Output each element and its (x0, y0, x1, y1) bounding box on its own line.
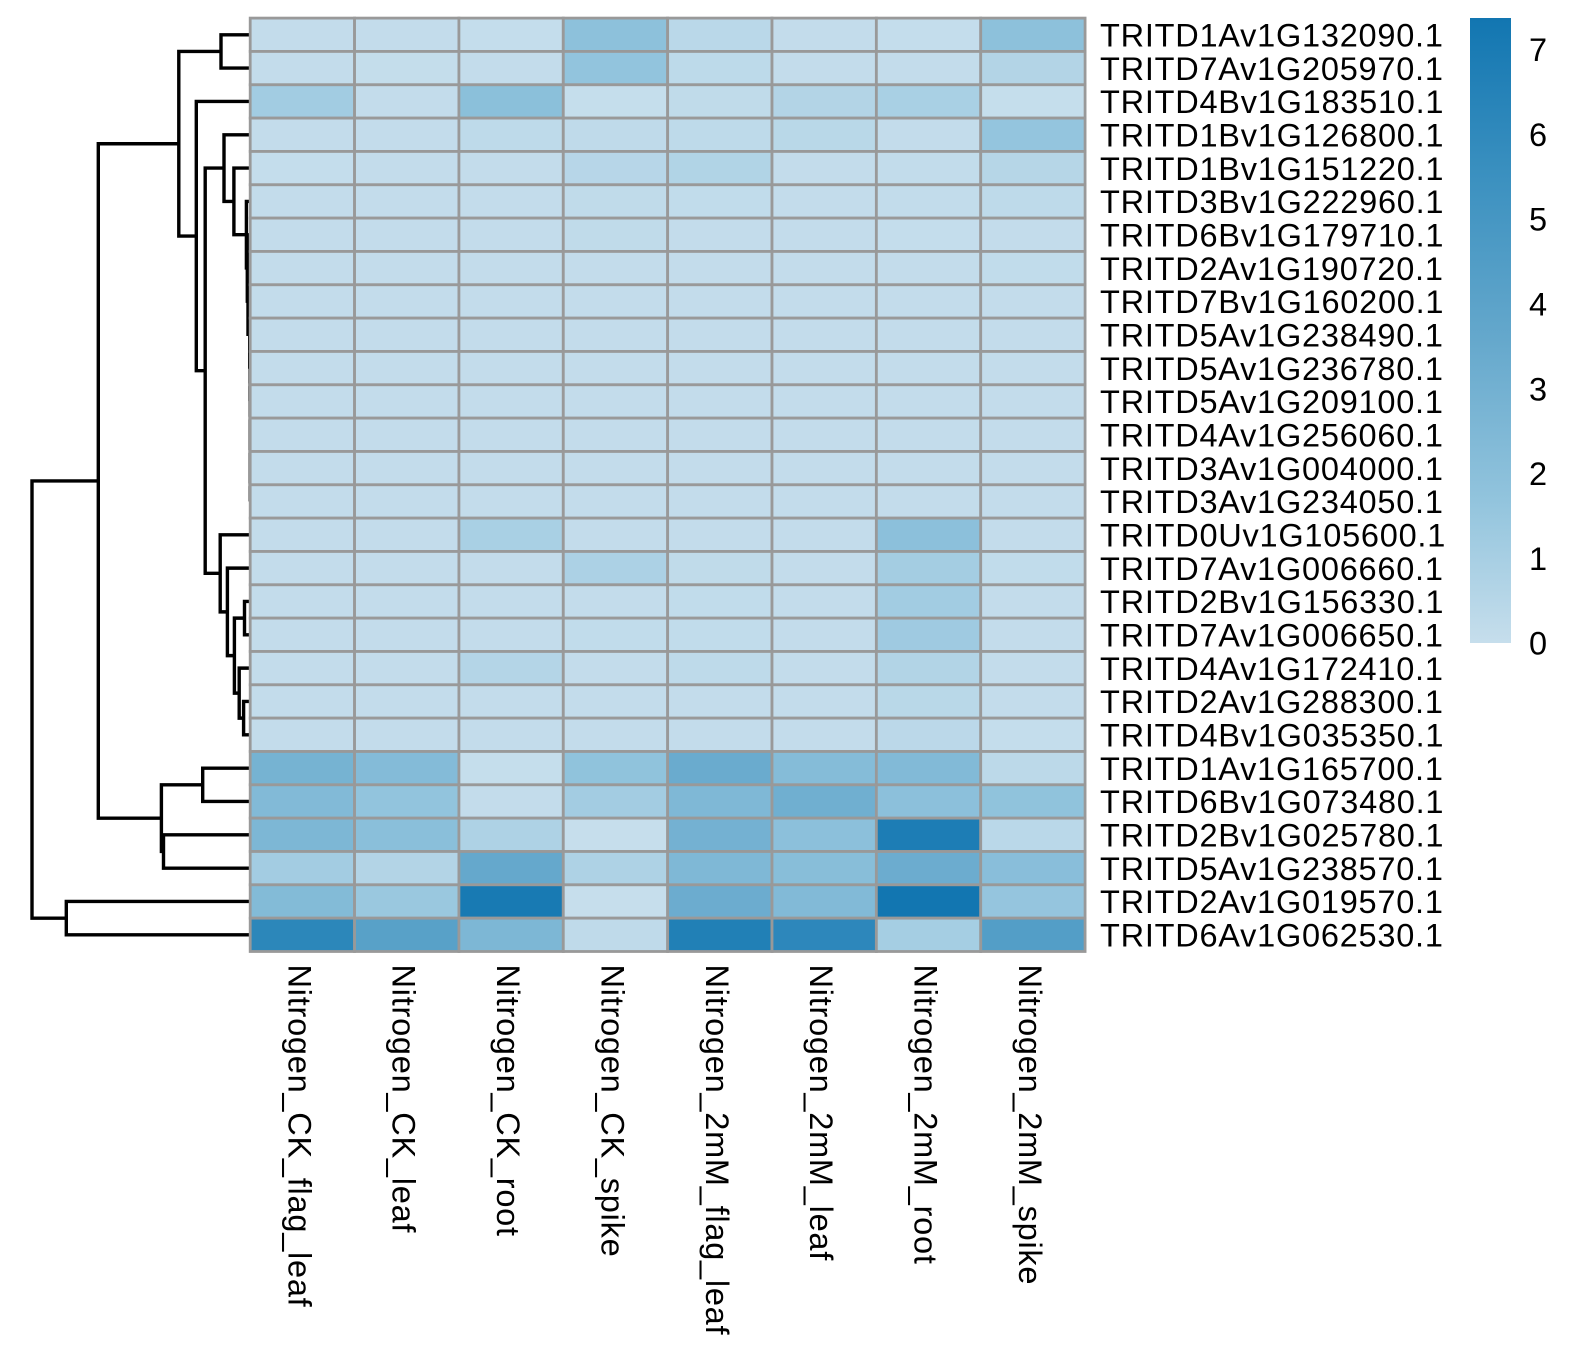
svg-text:TRITD3Av1G234050.1: TRITD3Av1G234050.1 (1100, 484, 1444, 520)
svg-text:TRITD1Av1G165700.1: TRITD1Av1G165700.1 (1100, 751, 1444, 787)
svg-text:Nitrogen_2mM_spike: Nitrogen_2mM_spike (1012, 965, 1048, 1286)
svg-text:TRITD1Bv1G151220.1: TRITD1Bv1G151220.1 (1100, 151, 1444, 187)
svg-text:Nitrogen_2mM_root: Nitrogen_2mM_root (908, 965, 944, 1265)
svg-text:TRITD3Av1G004000.1: TRITD3Av1G004000.1 (1100, 451, 1444, 487)
svg-text:TRITD6Av1G062530.1: TRITD6Av1G062530.1 (1100, 918, 1444, 954)
svg-text:TRITD4Bv1G183510.1: TRITD4Bv1G183510.1 (1100, 84, 1444, 120)
svg-text:0: 0 (1529, 626, 1547, 662)
svg-text:TRITD2Bv1G025780.1: TRITD2Bv1G025780.1 (1100, 818, 1444, 854)
svg-text:Nitrogen_2mM_leaf: Nitrogen_2mM_leaf (803, 965, 839, 1262)
svg-text:Nitrogen_2mM_flag_leaf: Nitrogen_2mM_flag_leaf (699, 965, 735, 1336)
svg-text:TRITD7Av1G006650.1: TRITD7Av1G006650.1 (1100, 618, 1444, 654)
svg-text:TRITD7Av1G205970.1: TRITD7Av1G205970.1 (1100, 51, 1444, 87)
svg-text:TRITD5Av1G236780.1: TRITD5Av1G236780.1 (1100, 351, 1444, 387)
svg-text:TRITD1Bv1G126800.1: TRITD1Bv1G126800.1 (1100, 117, 1444, 153)
svg-text:Nitrogen_CK_leaf: Nitrogen_CK_leaf (386, 965, 422, 1234)
svg-text:TRITD6Bv1G179710.1: TRITD6Bv1G179710.1 (1100, 217, 1444, 253)
svg-text:4: 4 (1529, 287, 1547, 323)
svg-text:Nitrogen_CK_spike: Nitrogen_CK_spike (594, 965, 630, 1258)
svg-text:TRITD2Av1G019570.1: TRITD2Av1G019570.1 (1100, 884, 1444, 920)
svg-text:TRITD2Av1G190720.1: TRITD2Av1G190720.1 (1100, 251, 1444, 287)
svg-text:1: 1 (1529, 541, 1547, 577)
svg-text:6: 6 (1529, 117, 1547, 153)
svg-text:Nitrogen_CK_root: Nitrogen_CK_root (490, 965, 526, 1237)
svg-text:5: 5 (1529, 202, 1547, 238)
svg-text:TRITD0Uv1G105600.1: TRITD0Uv1G105600.1 (1100, 517, 1446, 553)
svg-text:TRITD5Av1G209100.1: TRITD5Av1G209100.1 (1100, 384, 1444, 420)
svg-text:TRITD2Bv1G156330.1: TRITD2Bv1G156330.1 (1100, 584, 1444, 620)
svg-text:2: 2 (1529, 456, 1547, 492)
svg-text:3: 3 (1529, 371, 1547, 407)
svg-text:TRITD4Av1G172410.1: TRITD4Av1G172410.1 (1100, 651, 1444, 687)
svg-text:TRITD4Av1G256060.1: TRITD4Av1G256060.1 (1100, 417, 1444, 453)
svg-text:TRITD7Av1G006660.1: TRITD7Av1G006660.1 (1100, 551, 1444, 587)
svg-text:TRITD6Bv1G073480.1: TRITD6Bv1G073480.1 (1100, 784, 1444, 820)
svg-text:TRITD7Bv1G160200.1: TRITD7Bv1G160200.1 (1100, 284, 1444, 320)
svg-text:TRITD3Bv1G222960.1: TRITD3Bv1G222960.1 (1100, 184, 1444, 220)
svg-text:TRITD4Bv1G035350.1: TRITD4Bv1G035350.1 (1100, 718, 1444, 754)
svg-text:TRITD2Av1G288300.1: TRITD2Av1G288300.1 (1100, 684, 1444, 720)
svg-text:TRITD1Av1G132090.1: TRITD1Av1G132090.1 (1100, 17, 1444, 53)
svg-text:TRITD5Av1G238490.1: TRITD5Av1G238490.1 (1100, 317, 1444, 353)
svg-text:TRITD5Av1G238570.1: TRITD5Av1G238570.1 (1100, 851, 1444, 887)
svg-text:Nitrogen_CK_flag_leaf: Nitrogen_CK_flag_leaf (281, 965, 317, 1308)
svg-text:7: 7 (1529, 32, 1547, 68)
